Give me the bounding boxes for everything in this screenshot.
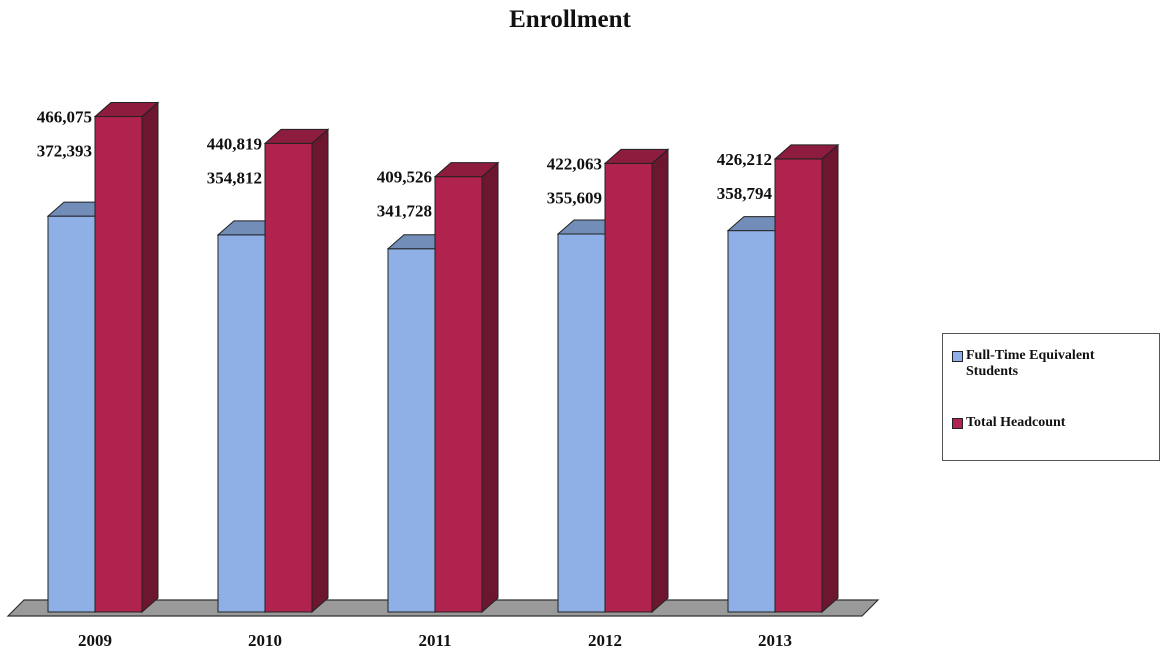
bar-side (481, 161, 499, 614)
bar-side (821, 143, 839, 614)
bar-top (433, 162, 500, 178)
data-label: 372,393 (37, 142, 92, 161)
data-label: 426,212 (717, 150, 772, 169)
x-tick-label: 2010 (248, 631, 282, 650)
bar-side (141, 101, 159, 614)
bar (264, 142, 313, 613)
legend-swatch-fte (952, 351, 963, 362)
bar (94, 116, 143, 613)
bar (217, 234, 266, 613)
chart-title: Enrollment (509, 6, 631, 33)
x-tick-label: 2011 (418, 631, 451, 650)
x-tick-label: 2012 (588, 631, 622, 650)
bar (47, 215, 96, 613)
bar (557, 233, 606, 613)
bar-top (603, 148, 670, 164)
legend-label-fte: Full-Time Equivalent Students (966, 348, 1095, 379)
bar (727, 230, 776, 613)
data-label: 422,063 (547, 154, 602, 173)
x-tick-label: 2009 (78, 631, 112, 650)
legend-label-headcount: Total Headcount (966, 415, 1066, 430)
legend-item-headcount: Total Headcount (952, 415, 1152, 431)
bar (774, 158, 823, 613)
bar-side (651, 148, 669, 614)
bar-side (311, 128, 329, 614)
bar-top (93, 102, 160, 118)
data-label: 355,609 (547, 188, 602, 207)
bar (434, 176, 483, 613)
bar (604, 162, 653, 613)
bar-top (773, 144, 840, 160)
data-label: 440,819 (207, 134, 262, 153)
bar-top (263, 128, 330, 144)
data-label: 358,794 (717, 184, 773, 203)
legend-swatch-headcount (952, 418, 963, 429)
legend-item-fte: Full-Time Equivalent Students (952, 348, 1152, 380)
data-label: 354,812 (207, 168, 262, 187)
data-label: 409,526 (377, 168, 432, 187)
data-label: 466,075 (37, 108, 92, 127)
legend: Full-Time Equivalent Students Total Head… (942, 333, 1160, 461)
bar (387, 248, 436, 613)
x-tick-label: 2013 (758, 631, 792, 650)
data-label: 341,728 (377, 202, 432, 221)
